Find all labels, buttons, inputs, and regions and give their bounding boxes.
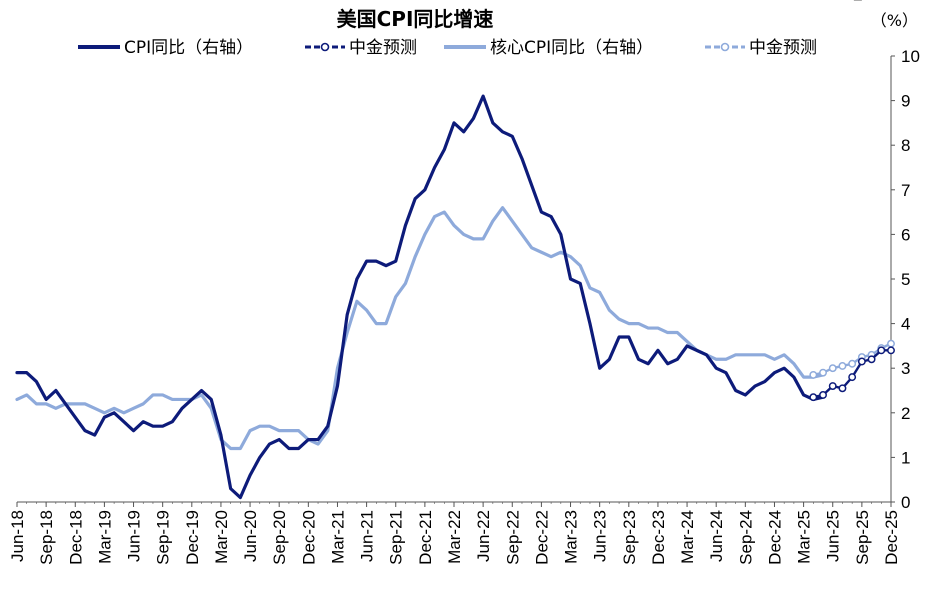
x-tick-label: Jun-21 [358, 510, 377, 562]
y-tick-label: 10 [901, 47, 920, 66]
point-cpi-forecast [848, 373, 857, 382]
point-cpi-forecast [887, 346, 895, 355]
y-tick-label: 4 [901, 315, 910, 334]
x-tick-label: Sep-24 [736, 510, 755, 565]
point-cpi-forecast [809, 393, 818, 402]
x-tick-label: Dec-25 [882, 510, 901, 565]
legend-marker-cpi-forecast [320, 42, 330, 52]
point-cpi-forecast [828, 382, 837, 390]
x-tick-label: Sep-18 [37, 510, 56, 565]
y-tick-label: 7 [901, 181, 910, 200]
point-core-forecast [887, 339, 895, 348]
axes: Jun-18 Sep-18 Dec-18 Mar-19 Jun-19 Sep-19 Dec-… [8, 47, 920, 565]
annotation-label: 3.2 [844, 0, 868, 4]
series-line-cpi [15, 94, 825, 500]
y-tick-label: 9 [901, 92, 910, 111]
x-tick-label: Jun-24 [707, 510, 726, 562]
x-tick-label: Dec-22 [532, 510, 551, 565]
x-tick-label: Sep-19 [154, 510, 173, 565]
x-tick-label: Sep-22 [503, 510, 522, 565]
y-tick-label: 1 [901, 448, 910, 467]
x-tick-label: Mar-22 [445, 510, 464, 564]
legend-label-core-forecast: 中金预测 [749, 38, 817, 58]
x-tick-label: Jun-20 [241, 510, 260, 562]
legend-label-core: 核心CPI同比（右轴） [490, 38, 653, 58]
x-tick-label: Jun-18 [8, 510, 27, 562]
annotations: 3.33.2 [836, 0, 868, 4]
point-cpi-forecast [819, 391, 827, 399]
x-tick-label: Dec-20 [299, 510, 318, 565]
legend: CPI同比（右轴） 中金预测 核心CPI同比（右轴） 中金预测 [78, 38, 817, 58]
y-tick-label: 2 [901, 404, 910, 423]
y-tick-label: 6 [901, 225, 910, 244]
x-tick-label: Jun-22 [474, 510, 493, 562]
legend-marker-core-forecast [720, 42, 730, 52]
point-core-forecast [828, 364, 837, 373]
x-tick-label: Dec-24 [765, 510, 784, 565]
chart-title: 美国CPI同比增速 [337, 7, 494, 31]
x-tick-label: Mar-20 [212, 510, 231, 564]
y-tick-label: 3 [901, 359, 910, 378]
x-tick-label: Sep-21 [387, 510, 406, 565]
point-core-forecast [838, 362, 847, 370]
annotation-label: 3.3 [836, 0, 860, 4]
x-tick-label: Sep-20 [270, 510, 289, 565]
point-cpi-forecast [838, 384, 847, 393]
legend-label-cpi-forecast: 中金预测 [349, 38, 417, 58]
point-cpi-forecast [867, 355, 876, 364]
legend-label-cpi: CPI同比（右轴） [124, 38, 253, 58]
plot-area [15, 94, 895, 500]
unit-label: （%） [871, 11, 918, 30]
y-tick-label: 0 [901, 493, 910, 512]
series-line-core [15, 206, 825, 451]
x-tick-label: Mar-19 [95, 510, 114, 564]
y-tick-label: 8 [901, 136, 910, 155]
y-tick-label: 5 [901, 270, 910, 289]
point-core-forecast [819, 368, 827, 377]
point-cpi-forecast [877, 346, 886, 355]
x-tick-label: Mar-24 [678, 510, 697, 564]
x-tick-label: Sep-25 [853, 510, 872, 565]
x-tick-label: Mar-25 [795, 510, 814, 564]
point-core-forecast [809, 370, 818, 379]
x-tick-label: Dec-18 [66, 510, 85, 565]
x-tick-label: Mar-21 [328, 510, 347, 564]
x-tick-label: Dec-21 [416, 510, 435, 565]
x-tick-label: Jun-25 [824, 510, 843, 562]
x-tick-label: Jun-19 [125, 510, 144, 562]
point-core-forecast [848, 359, 857, 368]
point-cpi-forecast [857, 357, 866, 366]
x-tick-label: Sep-23 [620, 510, 639, 565]
x-tick-label: Mar-23 [562, 510, 581, 564]
x-tick-label: Jun-23 [591, 510, 610, 562]
x-tick-label: Dec-19 [183, 510, 202, 565]
x-tick-label: Dec-23 [649, 510, 668, 565]
